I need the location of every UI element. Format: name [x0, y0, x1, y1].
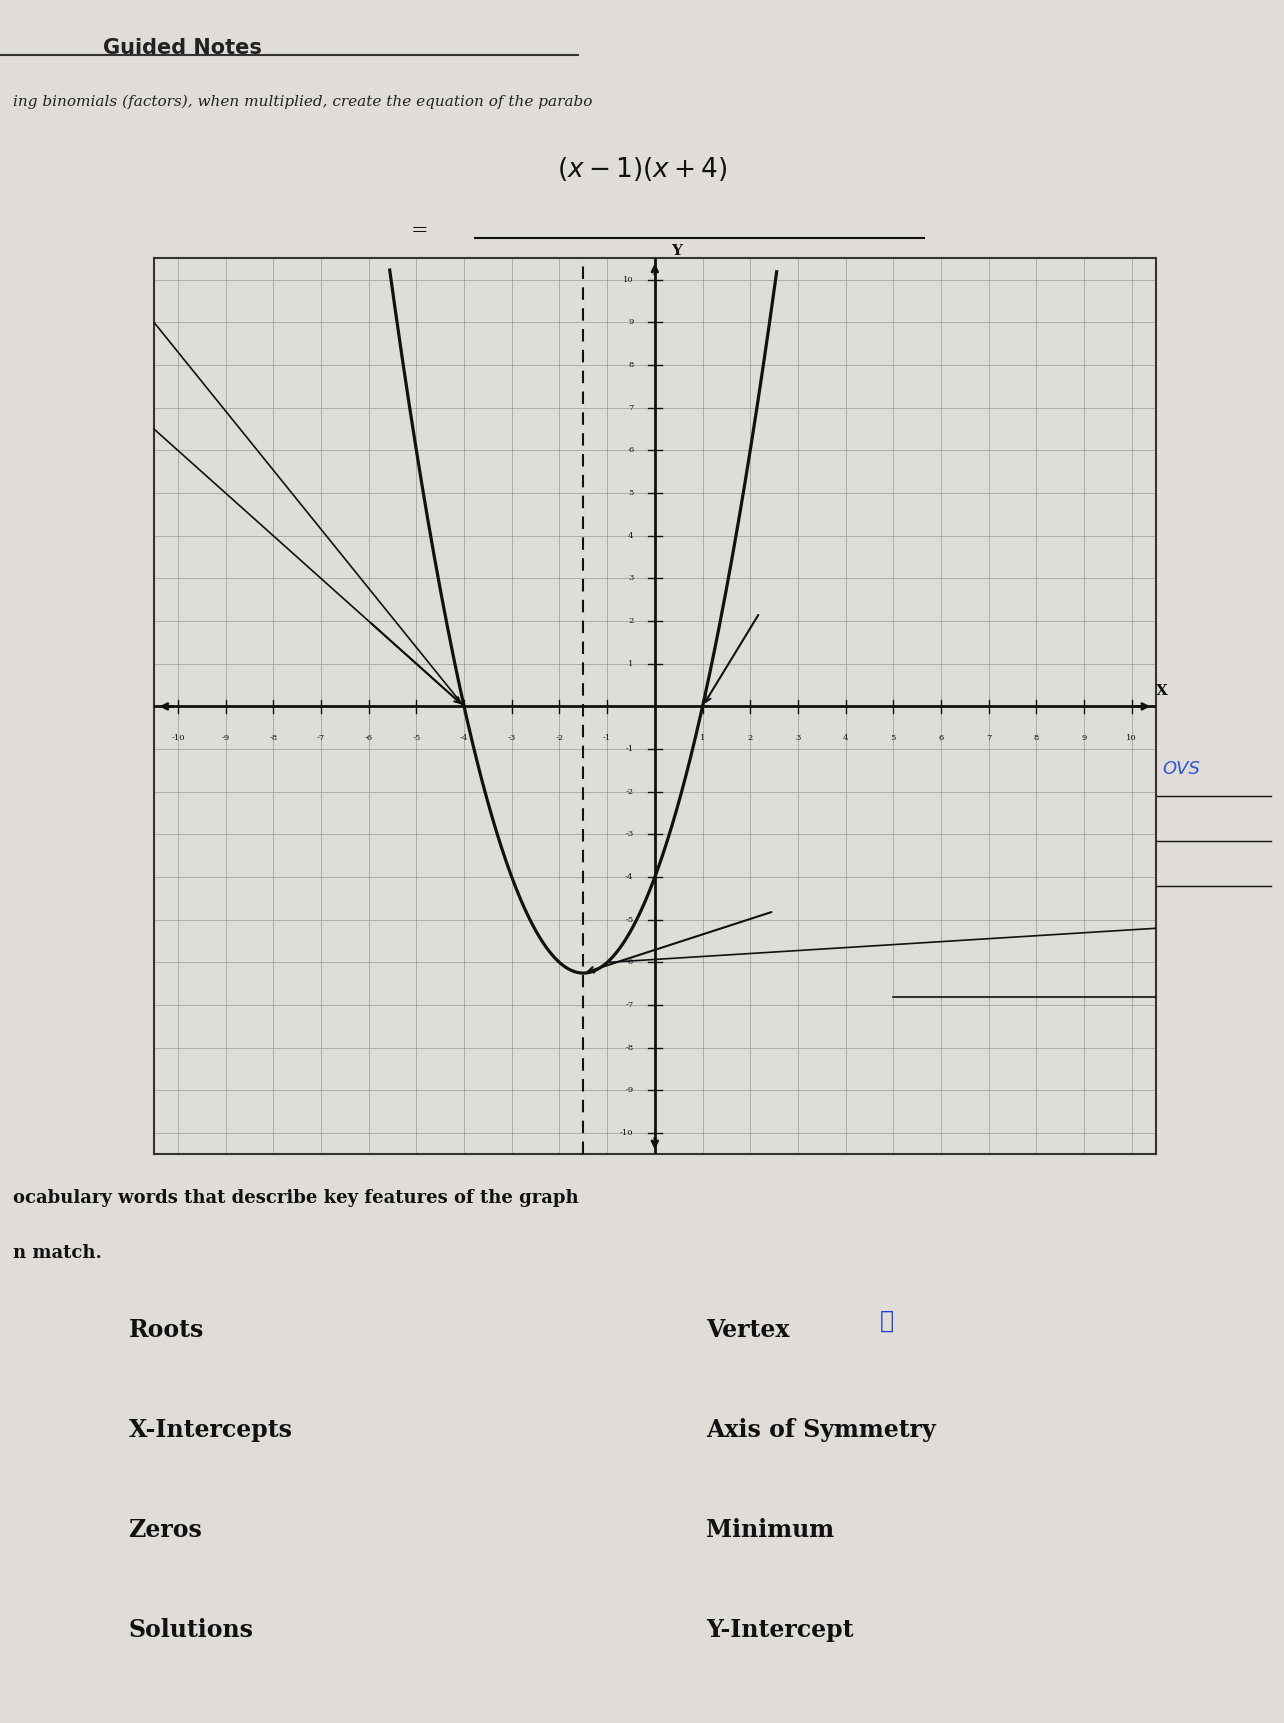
Text: -3: -3 — [507, 734, 516, 743]
Text: Roots: Roots — [128, 1318, 204, 1342]
Text: X: X — [1156, 684, 1167, 698]
Text: -3: -3 — [625, 830, 633, 839]
Text: -6: -6 — [625, 958, 633, 967]
Text: 10: 10 — [623, 276, 633, 284]
Text: -1: -1 — [603, 734, 611, 743]
Text: 2: 2 — [747, 734, 752, 743]
Text: -4: -4 — [625, 874, 633, 880]
Text: -8: -8 — [270, 734, 277, 743]
Text: -4: -4 — [460, 734, 469, 743]
Text: -5: -5 — [625, 915, 633, 924]
Text: X-Intercepts: X-Intercepts — [128, 1418, 293, 1442]
Text: -8: -8 — [625, 1044, 633, 1051]
Text: 5: 5 — [628, 489, 633, 498]
Text: =: = — [411, 221, 429, 239]
Text: Vertex: Vertex — [706, 1318, 790, 1342]
Text: 1: 1 — [628, 660, 633, 669]
Text: 8: 8 — [628, 362, 633, 369]
Text: ocabulary words that describe key features of the graph: ocabulary words that describe key featur… — [13, 1189, 579, 1206]
Text: -7: -7 — [317, 734, 325, 743]
Text: 3: 3 — [795, 734, 801, 743]
Text: -9: -9 — [222, 734, 230, 743]
Text: Minimum: Minimum — [706, 1518, 835, 1542]
Text: -2: -2 — [625, 787, 633, 796]
Text: -9: -9 — [625, 1087, 633, 1094]
Text: Zeros: Zeros — [128, 1518, 203, 1542]
Text: Axis of Symmetry: Axis of Symmetry — [706, 1418, 936, 1442]
Text: 4: 4 — [842, 734, 849, 743]
Text: -10: -10 — [171, 734, 185, 743]
Text: 4: 4 — [628, 532, 633, 539]
Text: Y: Y — [672, 245, 683, 258]
Text: 2: 2 — [628, 617, 633, 625]
Text: Guided Notes: Guided Notes — [103, 38, 262, 59]
Text: OVS: OVS — [1162, 760, 1199, 779]
Text: 9: 9 — [1081, 734, 1086, 743]
Text: -5: -5 — [412, 734, 420, 743]
Text: 7: 7 — [628, 403, 633, 412]
Text: -10: -10 — [620, 1129, 633, 1137]
Text: ing binomials (factors), when multiplied, create the equation of the parabo: ing binomials (factors), when multiplied… — [13, 95, 592, 109]
Text: -1: -1 — [625, 744, 633, 753]
Text: n match.: n match. — [13, 1244, 101, 1261]
Text: 7: 7 — [986, 734, 991, 743]
Text: 1: 1 — [700, 734, 705, 743]
Text: 8: 8 — [1034, 734, 1039, 743]
Text: 10: 10 — [1126, 734, 1138, 743]
Text: ✓: ✓ — [880, 1309, 894, 1332]
Text: 3: 3 — [628, 574, 633, 582]
Text: Y-Intercept: Y-Intercept — [706, 1618, 854, 1642]
Text: $(x - 1)(x + 4)$: $(x - 1)(x + 4)$ — [557, 155, 727, 183]
Text: Solutions: Solutions — [128, 1618, 253, 1642]
Text: -6: -6 — [365, 734, 372, 743]
Text: 9: 9 — [628, 319, 633, 326]
Text: -2: -2 — [556, 734, 564, 743]
Text: 5: 5 — [891, 734, 896, 743]
Text: 6: 6 — [939, 734, 944, 743]
Text: 6: 6 — [628, 446, 633, 455]
Text: -7: -7 — [625, 1001, 633, 1010]
